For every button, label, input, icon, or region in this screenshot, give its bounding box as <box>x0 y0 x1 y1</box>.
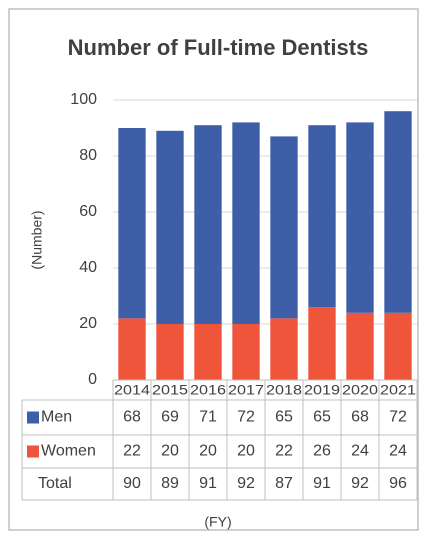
table-value: 96 <box>389 475 407 492</box>
table-value: 91 <box>313 475 331 492</box>
legend-label: Men <box>41 409 72 426</box>
y-tick-label: 0 <box>88 371 97 388</box>
table-value: 20 <box>161 443 179 460</box>
x-tick-label: 2018 <box>266 383 302 398</box>
legend-label: Women <box>41 443 96 460</box>
table-value: 72 <box>389 409 407 426</box>
table-value: 68 <box>351 409 369 426</box>
table-value: 71 <box>199 409 217 426</box>
y-axis-label: (Number) <box>29 210 45 269</box>
row-label: Total <box>38 475 72 492</box>
legend-swatch <box>27 445 39 458</box>
x-tick-label: 2017 <box>228 383 264 398</box>
table-value: 65 <box>275 409 293 426</box>
y-tick-label: 60 <box>79 203 97 220</box>
bar-segment <box>270 318 298 380</box>
table-value: 92 <box>237 475 255 492</box>
table-value: 20 <box>199 443 217 460</box>
bar-segment <box>232 324 260 380</box>
x-tick-label: 2019 <box>304 383 340 398</box>
bar-segment <box>346 312 374 380</box>
bar-segment <box>308 125 336 308</box>
bar-segment <box>384 312 412 380</box>
bar-segment <box>156 324 184 380</box>
x-tick-label: 2020 <box>342 383 378 398</box>
table-value: 65 <box>313 409 331 426</box>
bar-segment <box>232 122 260 325</box>
x-tick-label: 2016 <box>190 383 226 398</box>
y-tick-label: 80 <box>79 147 97 164</box>
table-value: 90 <box>123 475 141 492</box>
table-value: 26 <box>313 443 331 460</box>
x-axis-label: (FY) <box>204 514 231 530</box>
x-tick-label: 2015 <box>152 383 188 398</box>
table-value: 91 <box>199 475 217 492</box>
x-tick-label: 2014 <box>114 383 151 398</box>
table-value: 22 <box>275 443 293 460</box>
table-value: 72 <box>237 409 255 426</box>
table-value: 24 <box>351 443 369 460</box>
bar-segment <box>270 136 298 319</box>
table-value: 68 <box>123 409 141 426</box>
table-value: 69 <box>161 409 179 426</box>
bar-segment <box>308 307 336 380</box>
table-value: 22 <box>123 443 141 460</box>
bar-segment <box>346 122 374 313</box>
chart-title: Number of Full-time Dentists <box>68 35 369 60</box>
table-value: 89 <box>161 475 179 492</box>
bar-segment <box>384 111 412 313</box>
bar-segment <box>118 318 146 380</box>
legend-swatch <box>27 411 39 424</box>
table-value: 24 <box>389 443 407 460</box>
y-tick-label: 100 <box>70 91 97 108</box>
y-tick-label: 40 <box>79 259 97 276</box>
x-tick-label: 2021 <box>380 383 416 398</box>
table-value: 87 <box>275 475 293 492</box>
bar-segment <box>118 128 146 319</box>
bar-segment <box>194 125 222 324</box>
bar-segment <box>194 324 222 380</box>
table-value: 20 <box>237 443 255 460</box>
y-tick-label: 20 <box>79 315 97 332</box>
table-value: 92 <box>351 475 369 492</box>
bar-segment <box>156 130 184 324</box>
